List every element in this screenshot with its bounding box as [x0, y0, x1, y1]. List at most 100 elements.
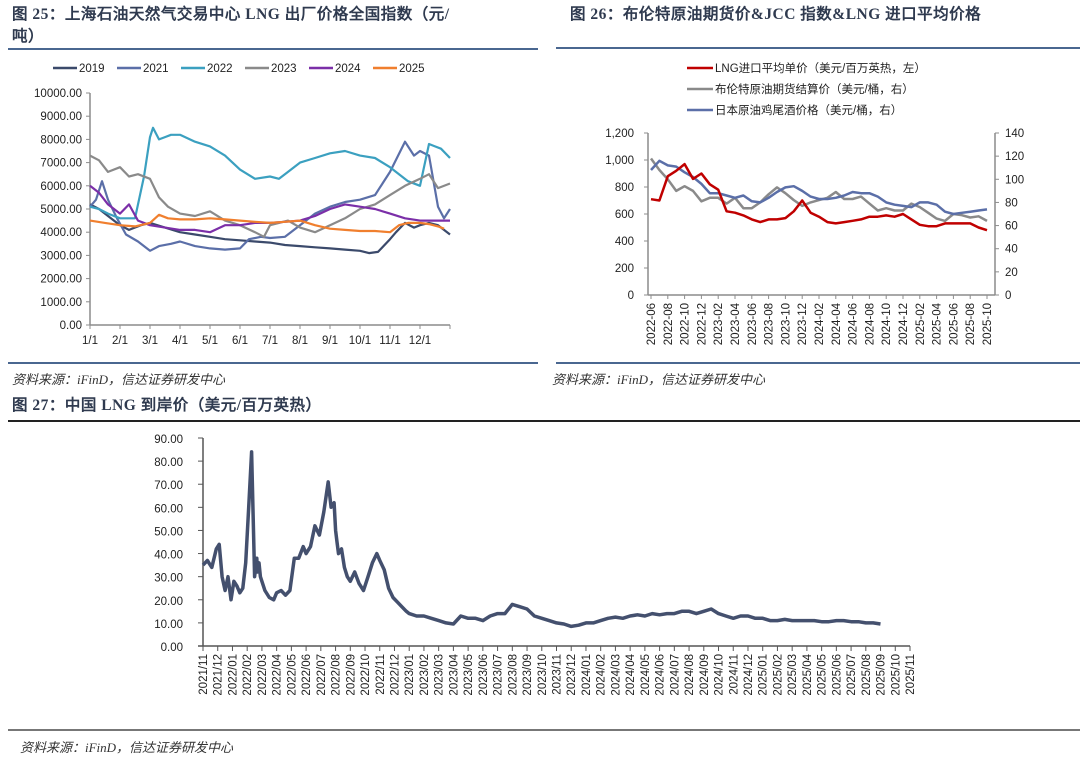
- fig26-x-tick-label: 2025-06: [948, 303, 960, 345]
- fig26-x-tick-label: 2023-06: [747, 303, 759, 345]
- fig26-title-rule: [556, 47, 1080, 49]
- fig26-x-tick-label: 2023-08: [764, 303, 776, 345]
- fig25-title-line2: 吨）: [12, 28, 45, 45]
- fig25-x-tick-label: 5/1: [202, 335, 218, 347]
- fig25-x-tick-label: 7/1: [262, 335, 278, 347]
- fig26-x-tick-label: 2025-02: [915, 303, 927, 345]
- fig27-x-tick-label: 2024/10: [714, 654, 726, 696]
- fig27-x-tick-label: 2023/04: [448, 653, 460, 695]
- fig26-x-tick-label: 2023-10: [780, 303, 792, 345]
- fig26-right-tick-label: 140: [1005, 128, 1024, 140]
- fig25-x-tick-label: 8/1: [292, 335, 308, 347]
- fig27-x-tick-label: 2023/12: [566, 654, 578, 696]
- fig27-y-tick-label: 60.00: [154, 503, 183, 515]
- fig27-x-tick-label: 2025/10: [890, 654, 902, 696]
- fig26-x-tick-label: 2024-08: [864, 303, 876, 345]
- fig25-x-tick-label: 6/1: [232, 335, 248, 347]
- fig27-x-tick-label: 2025/07: [846, 654, 858, 696]
- fig27-x-tick-label: 2025/08: [861, 654, 873, 696]
- fig27-x-tick-label: 2025/05: [817, 654, 829, 696]
- fig27-y-tick-label: 10.00: [154, 619, 183, 631]
- fig25-series-2023: [89, 154, 451, 238]
- fig26-series-1: [649, 157, 988, 223]
- fig25-x-tick-label: 3/1: [142, 335, 158, 347]
- fig27-x-tick-label: 2025/09: [876, 654, 888, 696]
- fig27-x-tick-label: 2025/06: [831, 654, 843, 696]
- fig25-y-tick-label: 10000.00: [34, 88, 82, 100]
- fig27-x-tick-label: 2022/04: [272, 653, 284, 695]
- fig26-legend-label-0: LNG进口平均单价（美元/百万英热，左）: [715, 61, 926, 75]
- fig27-y-tick-label: 90.00: [154, 434, 183, 446]
- fig27-x-tick-label: 2023/07: [493, 654, 505, 696]
- fig26-x-tick-label: 2025-04: [932, 302, 944, 345]
- fig25-x-tick-label: 9/1: [322, 335, 338, 347]
- fig27-title: 图 27：中国 LNG 到岸价（美元/百万英热）: [12, 397, 322, 414]
- fig27-series-lng-price: [201, 450, 881, 629]
- fig27-x-tick-label: 2025/02: [772, 654, 784, 696]
- fig27-x-tick-label: 2024/11: [728, 654, 740, 695]
- fig26-right-tick-label: 20: [1005, 267, 1018, 279]
- fig26-left-tick-label: 1,000: [605, 155, 634, 167]
- fig25-title-rule: [8, 48, 538, 50]
- fig26-right-tick-label: 100: [1005, 174, 1024, 186]
- fig26-bottom-rule: [556, 362, 1080, 364]
- fig25-y-tick-label: 4000.00: [40, 227, 82, 239]
- fig25-legend-label-2021: 2021: [143, 63, 169, 75]
- fig26-x-tick-label: 2022-10: [680, 303, 692, 345]
- fig25-legend-label-2025: 2025: [399, 63, 425, 75]
- fig27-x-tick-label: 2024/06: [655, 654, 667, 696]
- fig25-x-tick-label: 12/1: [409, 335, 431, 347]
- fig27-x-tick-label: 2023/09: [522, 654, 534, 696]
- fig27-x-tick-label: 2022/02: [242, 654, 254, 696]
- fig27-y-tick-label: 20.00: [154, 596, 183, 608]
- fig27-x-tick-label: 2024/07: [669, 654, 681, 696]
- fig27-x-tick-label: 2024/03: [610, 654, 622, 696]
- fig26-x-tick-label: 2024-04: [831, 302, 843, 345]
- fig27-x-tick-label: 2023/02: [419, 654, 431, 696]
- fig27-x-tick-label: 2022/10: [360, 654, 372, 696]
- fig27-y-tick-label: 80.00: [154, 457, 183, 469]
- fig26-left-tick-label: 200: [615, 263, 634, 275]
- fig27-x-tick-label: 2022/01: [227, 654, 239, 696]
- fig27-x-tick-label: 2024/01: [581, 654, 593, 696]
- fig27-x-tick-label: 2025/04: [802, 653, 814, 695]
- fig26-right-tick-label: 80: [1005, 197, 1018, 209]
- fig25-legend-label-2023: 2023: [271, 63, 297, 75]
- fig25-y-tick-label: 7000.00: [40, 158, 82, 170]
- fig26-legend-label-1: 布伦特原油期货结算价（美元/桶，右）: [715, 82, 914, 96]
- fig26-x-tick-label: 2025-10: [982, 303, 994, 345]
- fig25-y-tick-label: 3000.00: [40, 250, 82, 262]
- fig26-legend-label-2: 日本原油鸡尾酒价格（美元/桶，右）: [715, 103, 902, 117]
- fig26-x-tick-label: 2023-12: [797, 303, 809, 345]
- fig27-x-tick-label: 2025/01: [758, 654, 770, 696]
- fig25-y-tick-label: 2000.00: [40, 274, 82, 286]
- fig27-x-tick-label: 2023/05: [463, 654, 475, 696]
- fig27-bottom-rule: [8, 729, 1080, 731]
- fig27-x-tick-label: 2023/08: [507, 654, 519, 696]
- fig25-x-tick-label: 2/1: [112, 335, 128, 347]
- fig25-y-tick-label: 5000.00: [40, 204, 82, 216]
- fig26-x-tick-label: 2022-12: [696, 303, 708, 345]
- fig26-left-tick-label: 600: [615, 209, 634, 221]
- fig27-x-tick-label: 2022/06: [301, 654, 313, 696]
- fig25-x-tick-label: 11/1: [379, 335, 401, 347]
- fig25-y-tick-label: 9000.00: [40, 111, 82, 123]
- fig27-x-tick-label: 2024/08: [684, 654, 696, 696]
- fig25-legend-label-2019: 2019: [79, 63, 105, 75]
- fig26-left-tick-label: 1,200: [605, 128, 634, 140]
- fig27-x-tick-label: 2024/04: [625, 653, 637, 695]
- fig27-x-tick-label: 2023/10: [537, 654, 549, 696]
- fig27-source: 资料来源：iFinD，信达证券研发中心: [20, 740, 234, 755]
- fig27-x-tick-label: 2022/05: [286, 654, 298, 696]
- fig25-legend-label-2024: 2024: [335, 63, 361, 75]
- fig25-source: 资料来源：iFinD，信达证券研发中心: [12, 372, 226, 387]
- fig27-x-tick-label: 2022/07: [316, 654, 328, 696]
- fig27-x-tick-label: 2025/11: [905, 654, 917, 695]
- fig27-x-tick-label: 2022/12: [389, 654, 401, 696]
- fig26-x-tick-label: 2024-10: [881, 303, 893, 345]
- fig27-y-tick-label: 30.00: [154, 573, 183, 585]
- fig25-series-2022: [89, 126, 451, 220]
- fig26-x-tick-label: 2023-02: [713, 303, 725, 345]
- fig27-x-tick-label: 2022/03: [257, 654, 269, 696]
- fig26-x-tick-label: 2023-04: [730, 302, 742, 345]
